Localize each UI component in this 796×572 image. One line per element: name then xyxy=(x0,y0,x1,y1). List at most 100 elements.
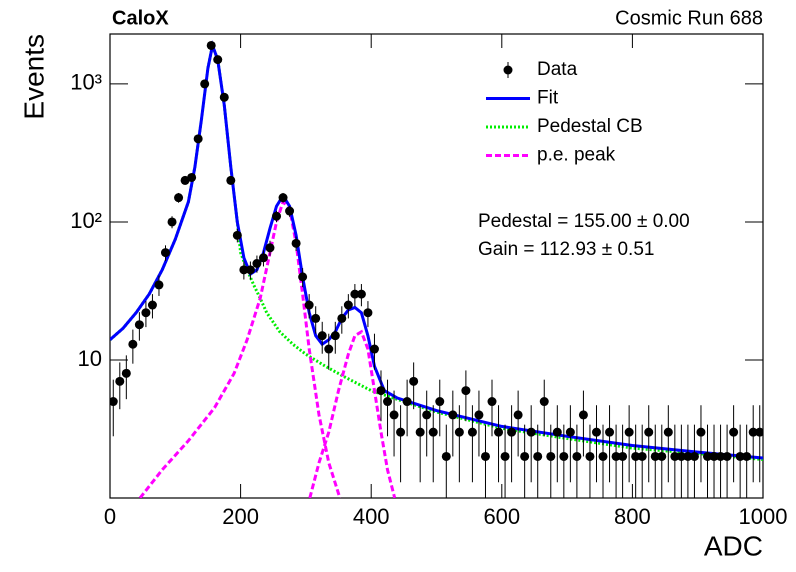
data-point xyxy=(389,410,399,420)
x-tick-label: 400 xyxy=(353,504,390,529)
data-point xyxy=(304,300,314,310)
data-point xyxy=(526,427,536,437)
data-point xyxy=(147,300,157,310)
data-point xyxy=(572,451,582,461)
data-point xyxy=(507,427,517,437)
data-point xyxy=(500,451,510,461)
data-point xyxy=(448,410,458,420)
data-point xyxy=(330,331,340,341)
data-point xyxy=(239,265,249,275)
data-point xyxy=(115,376,125,386)
data-point xyxy=(709,451,719,461)
data-point xyxy=(298,272,308,282)
data-point xyxy=(591,427,601,437)
data-point xyxy=(631,451,641,461)
data-point xyxy=(696,427,706,437)
data-point xyxy=(121,368,131,378)
legend-marker xyxy=(503,65,513,75)
data-point xyxy=(546,451,556,461)
legend-label: p.e. peak xyxy=(537,145,616,166)
data-point xyxy=(663,427,673,437)
data-point xyxy=(474,410,484,420)
data-point xyxy=(742,451,752,461)
data-point xyxy=(128,339,138,349)
data-point xyxy=(415,427,425,437)
data-point xyxy=(683,451,693,461)
data-point xyxy=(174,193,184,203)
data-point xyxy=(585,451,595,461)
data-point xyxy=(722,451,732,461)
data-point xyxy=(494,427,504,437)
data-point xyxy=(206,40,216,50)
data-point xyxy=(539,397,549,407)
fit-curve xyxy=(110,40,763,461)
data-point xyxy=(337,313,347,323)
data-point xyxy=(245,265,255,275)
y-tick-label: 10 xyxy=(78,346,102,371)
x-tick-label: 0 xyxy=(104,504,116,529)
data-point xyxy=(369,344,379,354)
data-point xyxy=(559,451,569,461)
legend-label: Pedestal CB xyxy=(537,116,643,137)
x-tick-label: 200 xyxy=(222,504,259,529)
y-axis-label: Events xyxy=(18,34,49,120)
data-point xyxy=(644,427,654,437)
chart-title: CaloX xyxy=(112,7,169,29)
data-point xyxy=(219,92,229,102)
data-point xyxy=(134,320,144,330)
y-tick-label: 10³ xyxy=(70,70,102,95)
data-point xyxy=(324,344,334,354)
data-point xyxy=(402,397,412,407)
data-point xyxy=(513,410,523,420)
data-point xyxy=(611,451,621,461)
data-point xyxy=(187,172,197,182)
data-point xyxy=(716,451,726,461)
plot-area xyxy=(110,40,763,498)
data-point xyxy=(409,376,419,386)
data-point xyxy=(317,331,327,341)
data-point xyxy=(748,427,758,437)
data-point xyxy=(552,427,562,437)
data-point xyxy=(285,206,295,216)
y-tick-label: 10² xyxy=(70,208,102,233)
data-point xyxy=(200,79,210,89)
data-point xyxy=(435,397,445,407)
data-point xyxy=(213,55,223,65)
data-point xyxy=(343,300,353,310)
data-point xyxy=(618,451,628,461)
data-point xyxy=(376,386,386,396)
data-point xyxy=(167,217,177,227)
data-point xyxy=(735,451,745,461)
legend-label: Fit xyxy=(537,88,559,109)
data-point xyxy=(454,427,464,437)
data-point xyxy=(396,427,406,437)
data-point xyxy=(467,427,477,437)
data-point xyxy=(311,313,321,323)
data-point xyxy=(461,386,471,396)
data-point xyxy=(350,289,360,299)
data-point xyxy=(520,451,530,461)
data-point xyxy=(598,451,608,461)
data-point xyxy=(702,451,712,461)
data-point xyxy=(676,451,686,461)
data-point xyxy=(487,397,497,407)
chart-subtitle: Cosmic Run 688 xyxy=(615,7,763,29)
data-point xyxy=(226,175,236,185)
legend-label: Data xyxy=(537,59,578,80)
data-point xyxy=(565,427,575,437)
data-point xyxy=(657,451,667,461)
data-point xyxy=(729,427,739,437)
data-point xyxy=(272,211,282,221)
data-point xyxy=(154,280,164,290)
x-tick-label: 1000 xyxy=(739,504,788,529)
data-point xyxy=(383,397,393,407)
data-point xyxy=(265,243,275,253)
fit-curve xyxy=(138,198,397,498)
data-point xyxy=(422,410,432,420)
plot-frame xyxy=(109,33,764,499)
data-point xyxy=(605,427,615,437)
data-point xyxy=(755,427,763,437)
data-point xyxy=(363,308,373,318)
data-point xyxy=(624,427,634,437)
